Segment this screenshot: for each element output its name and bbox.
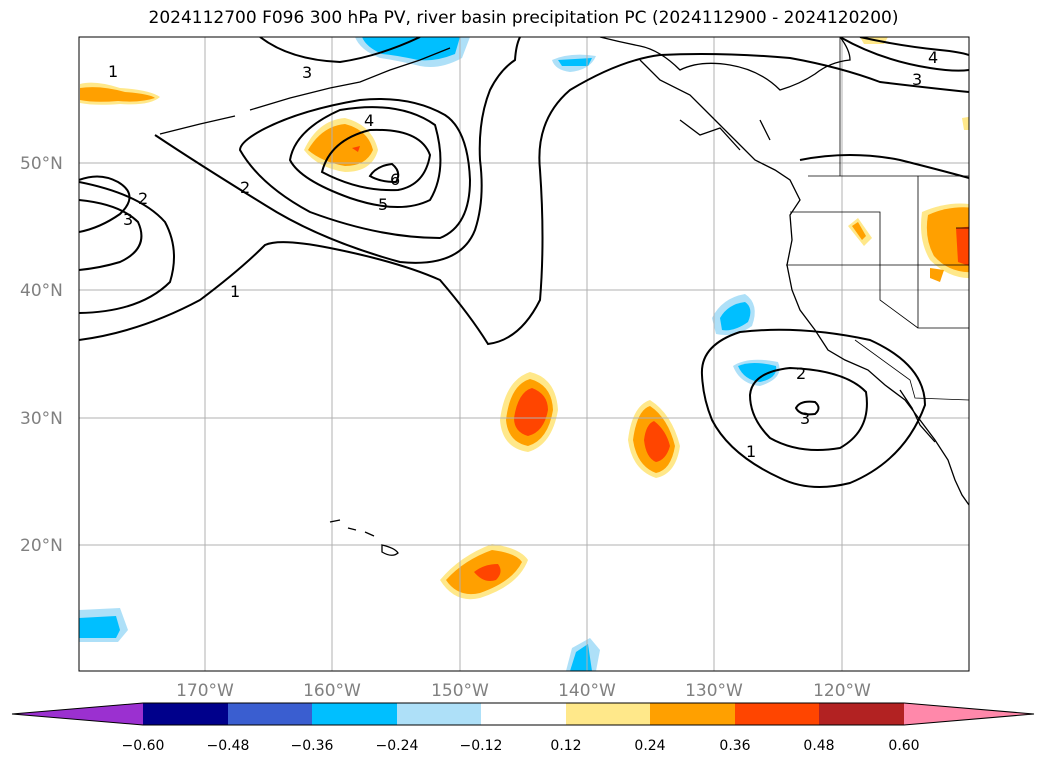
colorbar-bin — [228, 703, 312, 725]
political-borders — [786, 37, 969, 401]
colorbar-tick-label: −0.48 — [207, 738, 250, 754]
pv-contour-labels: 1 3 4 2 6 5 2 3 1 3 4 2 3 1 — [108, 48, 938, 461]
pv-label: 5 — [378, 195, 388, 214]
longitude-labels: 170°W 160°W 150°W 140°W 130°W 120°W — [176, 681, 871, 701]
colorbar-bin — [650, 703, 735, 725]
colorbar-tick-label: −0.60 — [122, 738, 165, 754]
colorbar-tick-label: −0.36 — [291, 738, 334, 754]
pv-label: 3 — [302, 63, 312, 82]
pv-contours — [79, 37, 969, 488]
pv-label: 2 — [796, 364, 806, 383]
lon-label: 160°W — [303, 681, 361, 701]
lat-label: 30°N — [20, 409, 63, 429]
colorbar-tick-label: 0.36 — [719, 738, 750, 754]
lon-label: 140°W — [558, 681, 616, 701]
lon-label: 130°W — [685, 681, 743, 701]
colorbar-extend-low — [12, 703, 143, 725]
pv-label: 3 — [912, 70, 922, 89]
colorbar-outline — [11, 702, 1035, 726]
precip-shading — [79, 37, 969, 671]
graticule — [79, 37, 969, 671]
colorbar-tick-label: 0.48 — [803, 738, 834, 754]
coastlines — [159, 37, 969, 556]
lon-label: 150°W — [431, 681, 489, 701]
colorbar-bin — [735, 703, 819, 725]
colorbar-tick-label: 0.24 — [634, 738, 665, 754]
pv-label: 3 — [800, 409, 810, 428]
colorbar-bin — [143, 703, 228, 725]
colorbar-tick-label: 0.12 — [550, 738, 581, 754]
lat-label: 20°N — [20, 536, 63, 556]
map-frame — [78, 36, 970, 672]
colorbar-bin — [397, 703, 481, 725]
pv-label: 2 — [240, 178, 250, 197]
colorbar-bin — [312, 703, 397, 725]
colorbar-tick-label: −0.24 — [376, 738, 419, 754]
colorbar-bin — [819, 703, 904, 725]
map-title: 2024112700 F096 300 hPa PV, river basin … — [148, 8, 899, 28]
lat-label: 50°N — [20, 154, 63, 174]
colorbar-extend-high — [904, 703, 1034, 725]
pv-label: 4 — [928, 48, 938, 67]
lat-label: 40°N — [20, 281, 63, 301]
pv-label: 1 — [230, 282, 240, 301]
colorbar-tick-label: 0.60 — [888, 738, 919, 754]
pv-label: 6 — [390, 170, 400, 189]
map-panel: 1 3 4 2 6 5 2 3 1 3 4 2 3 1 — [79, 37, 969, 671]
colorbar-ticks: −0.60 −0.48 −0.36 −0.24 −0.12 0.12 0.24 … — [122, 738, 920, 754]
pv-label: 2 — [138, 189, 148, 208]
lon-label: 120°W — [813, 681, 871, 701]
colorbar-bin — [566, 703, 650, 725]
pv-label: 3 — [123, 210, 133, 229]
colorbar-bin — [481, 703, 566, 725]
colorbar: −0.60 −0.48 −0.36 −0.24 −0.12 0.12 0.24 … — [11, 702, 1035, 754]
pv-label: 1 — [108, 62, 118, 81]
latitude-labels: 50°N 40°N 30°N 20°N — [20, 154, 63, 556]
colorbar-tick-label: −0.12 — [460, 738, 503, 754]
lon-label: 170°W — [176, 681, 234, 701]
pv-label: 4 — [364, 111, 374, 130]
pv-label: 1 — [746, 442, 756, 461]
